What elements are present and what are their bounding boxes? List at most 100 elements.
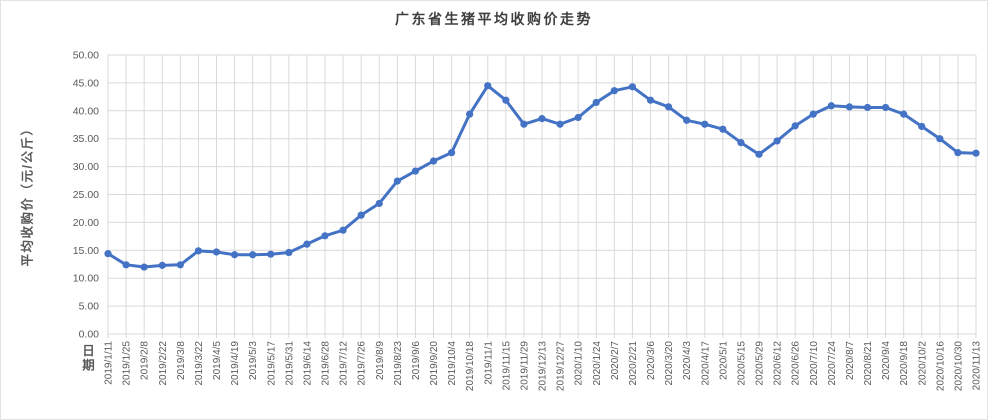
x-tick-label: 2019/4/19 [230,341,241,386]
data-point-marker [429,157,438,165]
x-tick-label: 2020/1/24 [592,341,603,386]
x-tick-label: 2020/4/17 [700,341,711,386]
data-point-marker [520,120,528,128]
data-point-marker [140,263,148,271]
x-tick-label: 2019/5/3 [248,341,259,380]
chart-title: 广东省生猪平均收购价走势 [395,11,593,27]
data-point-marker [683,116,691,124]
data-point-marker [881,103,890,112]
x-tick-label: 2019/11/15 [501,341,512,391]
x-tick-label: 2019/4/5 [212,341,223,380]
x-tick-label: 2020/6/12 [773,341,784,386]
data-point-marker [628,83,637,91]
data-point-marker [900,110,908,118]
x-tick-label: 2019/1/25 [122,341,133,386]
x-tick-label: 2020/9/4 [881,341,892,380]
x-tick-label: 2020/8/7 [845,341,856,380]
data-point-marker [827,102,835,110]
data-point-marker [212,248,221,256]
y-tick-label: 30.00 [73,161,99,173]
x-axis-title: 日期 [80,344,94,373]
y-tick-label: 10.00 [73,273,99,285]
x-tick-label: 2019/7/26 [357,341,368,386]
y-tick-label: 5.00 [79,301,100,313]
data-point-marker [755,150,763,158]
x-tick-label: 2019/2/22 [158,341,169,386]
x-tick-label: 2020/3/20 [664,341,675,386]
x-tick-label: 2019/10/18 [465,341,476,391]
data-point-marker [393,177,401,185]
data-point-marker [972,149,980,157]
data-point-marker [285,248,293,257]
data-point-marker [592,98,600,107]
x-tick-label: 2020/1/10 [574,341,585,386]
x-tick-label: 2019/3/22 [194,341,205,386]
x-tick-label: 2019/11/29 [519,341,530,391]
x-tick-label: 2020/5/15 [736,341,747,386]
data-point-marker [502,96,510,104]
data-point-marker [664,103,673,111]
data-point-marker [737,139,745,147]
x-tick-label: 2019/12/27 [556,341,567,391]
data-point-marker [484,82,492,90]
x-tick-label: 2020/7/24 [827,341,838,386]
x-tick-label: 2019/6/28 [321,341,332,386]
x-tick-label: 2019/8/23 [393,341,404,386]
x-tick-label: 2019/6/14 [302,341,313,386]
data-point-marker [466,110,474,118]
data-point-marker [339,226,347,234]
x-tick-label: 2020/10/2 [917,341,928,386]
data-point-marker [321,232,329,240]
x-tick-label: 2020/8/21 [863,341,874,386]
data-point-marker [809,110,817,118]
y-axis-title: 平均收购价（元/公斤） [20,121,35,267]
data-point-marker [267,250,275,258]
x-tick-label: 2020/2/21 [628,341,639,386]
data-point-marker [194,247,203,255]
x-tick-label: 2019/3/8 [176,341,187,380]
y-tick-label: 0.00 [79,329,100,341]
x-tick-label: 2019/12/13 [538,341,549,391]
y-tick-label: 15.00 [73,245,99,257]
x-tick-label: 2019/10/4 [447,341,458,386]
data-point-marker [158,261,166,269]
x-tick-label: 2019/5/31 [284,341,295,386]
x-tick-label: 2019/9/20 [429,341,440,386]
x-tick-label: 2020/10/30 [953,341,964,391]
data-point-marker [447,149,456,157]
x-tick-label: 2019/8/9 [375,341,386,380]
y-tick-label: 50.00 [73,50,99,62]
x-tick-label: 2020/9/18 [899,341,910,386]
y-tick-label: 40.00 [73,105,99,117]
data-point-marker [411,167,420,175]
data-point-marker [719,125,727,133]
x-tick-label: 2020/11/13 [972,341,983,391]
data-point-marker [230,251,239,259]
x-tick-label: 2020/4/3 [682,341,693,380]
data-point-marker [610,87,618,95]
data-point-marker [936,135,944,143]
data-point-marker [773,137,781,145]
data-point-marker [954,149,962,157]
x-tick-label: 2020/2/7 [610,341,621,380]
data-point-marker [375,199,383,208]
data-point-marker [863,103,872,112]
x-tick-label: 2020/6/26 [791,341,802,386]
y-tick-label: 25.00 [73,189,99,201]
data-point-marker [574,113,582,122]
x-tick-label: 2020/5/1 [718,341,729,380]
x-tick-label: 2019/1/11 [104,341,115,385]
data-point-marker [176,261,184,269]
x-tick-label: 2019/9/6 [411,341,422,380]
y-tick-label: 45.00 [73,77,99,89]
data-point-marker [104,250,112,258]
data-point-marker [791,122,799,130]
y-tick-label: 35.00 [73,133,99,145]
x-tick-label: 2019/2/8 [140,341,151,380]
data-point-marker [918,122,926,131]
x-tick-label: 2020/3/6 [646,341,657,380]
data-point-marker [701,120,709,128]
x-tick-label: 2019/5/17 [266,341,277,386]
